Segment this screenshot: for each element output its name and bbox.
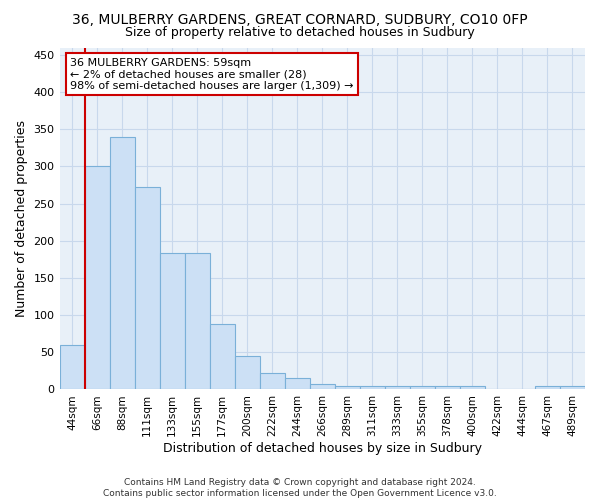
Text: Contains HM Land Registry data © Crown copyright and database right 2024.
Contai: Contains HM Land Registry data © Crown c…	[103, 478, 497, 498]
Bar	[59, 345, 85, 390]
Bar	[535, 386, 560, 390]
Bar	[560, 386, 585, 390]
Bar	[209, 324, 235, 390]
Y-axis label: Number of detached properties: Number of detached properties	[15, 120, 28, 317]
Text: Size of property relative to detached houses in Sudbury: Size of property relative to detached ho…	[125, 26, 475, 39]
Bar	[335, 386, 360, 390]
Bar	[435, 386, 460, 390]
Bar	[110, 136, 134, 390]
Bar	[410, 386, 435, 390]
Bar	[460, 386, 485, 390]
Bar	[85, 166, 110, 390]
Bar	[285, 378, 310, 390]
Bar	[160, 252, 185, 390]
Bar	[134, 188, 160, 390]
Bar	[185, 252, 209, 390]
Bar	[235, 356, 260, 390]
Bar	[310, 384, 335, 390]
Bar	[360, 386, 385, 390]
Text: 36, MULBERRY GARDENS, GREAT CORNARD, SUDBURY, CO10 0FP: 36, MULBERRY GARDENS, GREAT CORNARD, SUD…	[72, 12, 528, 26]
Bar	[260, 373, 285, 390]
Text: 36 MULBERRY GARDENS: 59sqm
← 2% of detached houses are smaller (28)
98% of semi-: 36 MULBERRY GARDENS: 59sqm ← 2% of detac…	[70, 58, 353, 91]
Bar	[385, 386, 410, 390]
X-axis label: Distribution of detached houses by size in Sudbury: Distribution of detached houses by size …	[163, 442, 482, 455]
